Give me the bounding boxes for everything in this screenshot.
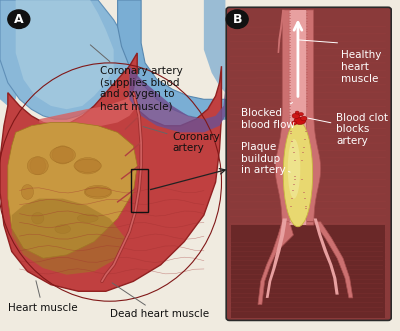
Polygon shape — [306, 222, 353, 298]
Polygon shape — [8, 122, 137, 258]
Polygon shape — [258, 222, 293, 305]
Text: Coronary
artery: Coronary artery — [143, 126, 220, 153]
Ellipse shape — [288, 139, 300, 199]
Ellipse shape — [52, 146, 73, 164]
Ellipse shape — [30, 157, 46, 174]
Polygon shape — [0, 0, 129, 119]
Polygon shape — [129, 66, 226, 132]
Ellipse shape — [301, 116, 307, 121]
Ellipse shape — [85, 187, 111, 197]
Ellipse shape — [84, 185, 112, 199]
FancyBboxPatch shape — [226, 7, 391, 320]
Polygon shape — [12, 199, 126, 275]
Text: Dead heart muscle: Dead heart muscle — [110, 283, 209, 319]
Ellipse shape — [74, 159, 101, 172]
Text: B: B — [232, 13, 242, 26]
Bar — [0, 0, 226, 331]
Text: Blood clot
blocks
artery: Blood clot blocks artery — [308, 113, 388, 146]
Ellipse shape — [77, 214, 98, 222]
Ellipse shape — [21, 184, 34, 200]
Text: Coronary artery
(supplies blood
and oxygen to
heart muscle): Coronary artery (supplies blood and oxyg… — [90, 45, 183, 111]
Polygon shape — [204, 0, 226, 93]
Polygon shape — [289, 10, 306, 225]
Ellipse shape — [75, 158, 100, 174]
Text: Plaque
buildup
in artery: Plaque buildup in artery — [241, 142, 290, 175]
Ellipse shape — [50, 147, 76, 163]
Ellipse shape — [295, 111, 299, 114]
Ellipse shape — [32, 213, 44, 224]
Polygon shape — [118, 0, 226, 119]
Polygon shape — [301, 10, 321, 225]
Circle shape — [8, 10, 30, 28]
Bar — [230, 225, 385, 318]
Polygon shape — [275, 10, 295, 225]
Circle shape — [226, 10, 248, 28]
Polygon shape — [39, 89, 137, 126]
Text: Blocked
blood flow: Blocked blood flow — [241, 103, 295, 130]
Text: Healthy
heart
muscle: Healthy heart muscle — [341, 50, 382, 84]
Ellipse shape — [55, 224, 70, 234]
Polygon shape — [314, 218, 339, 295]
Ellipse shape — [27, 157, 48, 175]
Polygon shape — [266, 218, 287, 298]
Bar — [131, 169, 148, 212]
Polygon shape — [278, 10, 285, 53]
Text: A: A — [14, 13, 24, 26]
Polygon shape — [16, 0, 114, 109]
Polygon shape — [0, 53, 222, 291]
Ellipse shape — [292, 113, 300, 118]
Text: Heart muscle: Heart muscle — [8, 281, 78, 313]
Polygon shape — [0, 17, 20, 106]
Ellipse shape — [294, 117, 306, 124]
Ellipse shape — [299, 113, 304, 116]
Ellipse shape — [291, 121, 297, 125]
Ellipse shape — [283, 121, 313, 227]
